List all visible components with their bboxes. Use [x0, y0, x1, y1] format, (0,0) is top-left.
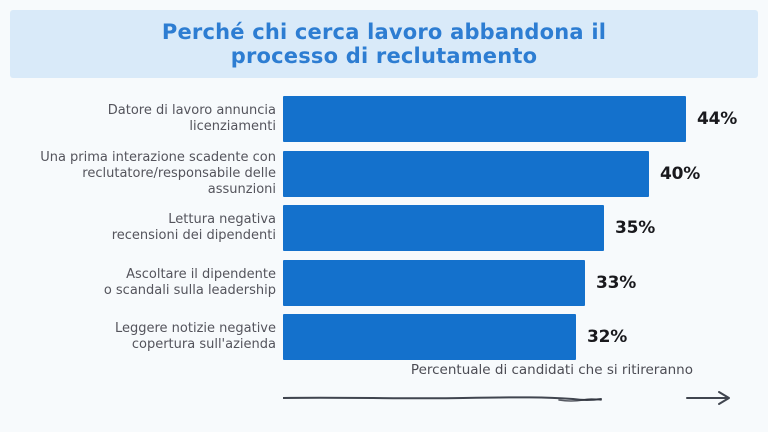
category-label: Lettura negativa recensioni dei dipenden… — [111, 212, 276, 243]
value-label: 32% — [587, 327, 628, 347]
x-axis-arrow — [283, 391, 730, 405]
axis-line-scribble — [558, 398, 602, 402]
category-label: Leggere notizie negative copertura sull'… — [114, 321, 276, 352]
chart-title-line-2: processo di reclutamento — [230, 44, 538, 68]
axis-line — [283, 396, 602, 401]
bar-row: Ascoltare il dipendente o scandali sulla… — [0, 259, 768, 306]
x-axis-label: Percentuale di candidati che si ritirera… — [410, 362, 693, 378]
value-label: 35% — [615, 218, 656, 238]
bar-chart: Datore di lavoro annuncia licenziamenti … — [0, 96, 768, 369]
bar — [283, 150, 649, 197]
right-arrow-icon — [686, 391, 730, 405]
bar — [283, 314, 576, 360]
category-label: Una prima interazione scadente con reclu… — [40, 149, 276, 197]
title-banner: Perché chi cerca lavoro abbandona il pro… — [10, 10, 758, 78]
value-label: 44% — [697, 109, 738, 129]
bar-row: Una prima interazione scadente con reclu… — [0, 149, 768, 197]
category-label: Ascoltare il dipendente o scandali sulla… — [103, 266, 276, 298]
category-label: Datore di lavoro annuncia licenziamenti — [107, 103, 276, 134]
chart-title-line-1: Perché chi cerca lavoro abbandona il — [161, 20, 607, 44]
bar-row: Datore di lavoro annuncia licenziamenti … — [0, 96, 768, 142]
bar-row: Lettura negativa recensioni dei dipenden… — [0, 205, 768, 251]
bar-row: Leggere notizie negative copertura sull'… — [0, 314, 768, 360]
bar — [283, 259, 585, 306]
value-label: 40% — [660, 163, 701, 184]
bar — [283, 96, 686, 142]
bar — [283, 205, 604, 251]
value-label: 33% — [596, 272, 637, 293]
